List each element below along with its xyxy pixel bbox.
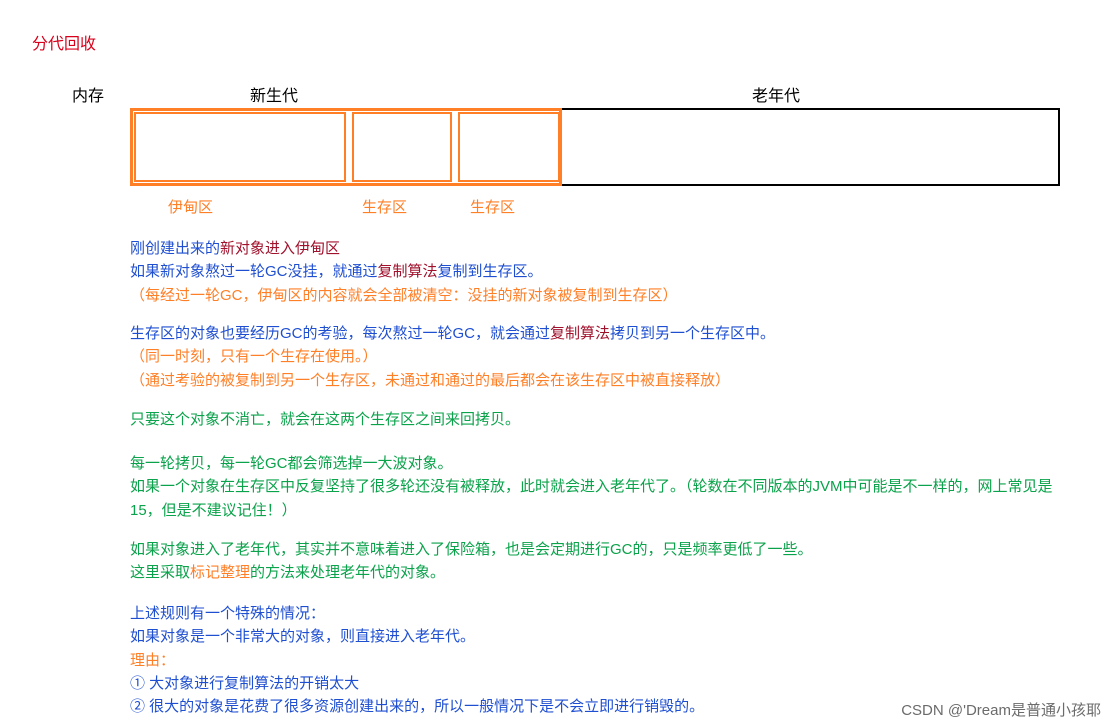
text-line: ① 大对象进行复制算法的开销太大	[130, 672, 1070, 695]
text-segment: 的方法来处理老年代的对象。	[250, 564, 445, 581]
text-line: 这里采取标记整理的方法来处理老年代的对象。	[130, 561, 1070, 584]
text-segment: 复制算法	[378, 263, 438, 280]
paragraph: 刚创建出来的新对象进入伊甸区如果新对象熬过一轮GC没挂，就通过复制算法复制到生存…	[130, 237, 1070, 307]
text-segment: （同一时刻，只有一个生存在使用。）	[130, 348, 378, 365]
survivor1-region-label: 生存区	[362, 196, 407, 217]
text-segment: 新对象进入伊甸区	[220, 240, 340, 257]
text-segment: 如果一个对象在生存区中反复坚持了很多轮还没有被释放，此时就会进入老年代了。（轮数…	[130, 478, 1053, 518]
paragraph: 生存区的对象也要经历GC的考验，每次熬过一轮GC，就会通过复制算法拷贝到另一个生…	[130, 322, 1070, 392]
text-segment: 只要这个对象不消亡，就会在这两个生存区之间来回拷贝。	[130, 411, 520, 428]
text-segment: 这里采取	[130, 564, 190, 581]
text-segment: 上述规则有一个特殊的情况：	[130, 605, 325, 622]
text-segment: 复制到生存区。	[438, 263, 543, 280]
text-line: 上述规则有一个特殊的情况：	[130, 602, 1070, 625]
paragraph: 每一轮拷贝，每一轮GC都会筛选掉一大波对象。如果一个对象在生存区中反复坚持了很多…	[130, 452, 1070, 522]
survivor1-box	[352, 112, 452, 182]
text-segment: ② 很大的对象是花费了很多资源创建出来的，所以一般情况下是不会立即进行销毁的。	[130, 698, 704, 715]
eden-region-label: 伊甸区	[168, 196, 213, 217]
text-segment: 如果新对象熬过一轮GC没挂，就通过	[130, 263, 378, 280]
page-title: 分代回收	[32, 30, 96, 54]
text-line: （同一时刻，只有一个生存在使用。）	[130, 345, 1070, 368]
watermark-text: CSDN @'Dream是普通小孩耶	[901, 699, 1101, 720]
survivor2-region-label: 生存区	[470, 196, 515, 217]
text-segment: 复制算法	[550, 325, 610, 342]
text-segment: （通过考验的被复制到另一个生存区，未通过和通过的最后都会在该生存区中被直接释放）	[130, 372, 730, 389]
paragraph: 如果对象进入了老年代，其实并不意味着进入了保险箱，也是会定期进行GC的，只是频率…	[130, 538, 1070, 585]
text-line: 如果一个对象在生存区中反复坚持了很多轮还没有被释放，此时就会进入老年代了。（轮数…	[130, 475, 1070, 522]
text-segment: ① 大对象进行复制算法的开销太大	[130, 675, 359, 692]
text-segment: 如果对象是一个非常大的对象，则直接进入老年代。	[130, 628, 475, 645]
text-line: 只要这个对象不消亡，就会在这两个生存区之间来回拷贝。	[130, 408, 1070, 431]
text-segment: 拷贝到另一个生存区中。	[610, 325, 775, 342]
text-line: （通过考验的被复制到另一个生存区，未通过和通过的最后都会在该生存区中被直接释放）	[130, 369, 1070, 392]
memory-diagram	[130, 108, 1060, 186]
page-root: 分代回收 内存 新生代 老年代 伊甸区 生存区 生存区 刚创建出来的新对象进入伊…	[0, 0, 1107, 726]
old-gen-label: 老年代	[752, 82, 800, 106]
young-gen-label: 新生代	[250, 82, 298, 106]
text-line: 如果对象进入了老年代，其实并不意味着进入了保险箱，也是会定期进行GC的，只是频率…	[130, 538, 1070, 561]
text-line: （每经过一轮GC，伊甸区的内容就会全部被清空：没挂的新对象被复制到生存区）	[130, 284, 1070, 307]
text-line: 刚创建出来的新对象进入伊甸区	[130, 237, 1070, 260]
text-segment: 生存区的对象也要经历GC的考验，每次熬过一轮GC，就会通过	[130, 325, 550, 342]
survivor2-box	[458, 112, 560, 182]
memory-heading: 内存	[72, 82, 104, 106]
text-segment: 刚创建出来的	[130, 240, 220, 257]
eden-box	[134, 112, 346, 182]
text-line: 理由：	[130, 649, 1070, 672]
paragraph: 只要这个对象不消亡，就会在这两个生存区之间来回拷贝。	[130, 408, 1070, 431]
text-line: 每一轮拷贝，每一轮GC都会筛选掉一大波对象。	[130, 452, 1070, 475]
text-segment: 每一轮拷贝，每一轮GC都会筛选掉一大波对象。	[130, 455, 453, 472]
text-segment: 理由：	[130, 652, 175, 669]
text-segment: 标记整理	[190, 564, 250, 581]
text-line: 如果新对象熬过一轮GC没挂，就通过复制算法复制到生存区。	[130, 260, 1070, 283]
text-segment: 如果对象进入了老年代，其实并不意味着进入了保险箱，也是会定期进行GC的，只是频率…	[130, 541, 813, 558]
text-line: 如果对象是一个非常大的对象，则直接进入老年代。	[130, 625, 1070, 648]
text-segment: （每经过一轮GC，伊甸区的内容就会全部被清空：没挂的新对象被复制到生存区）	[130, 287, 678, 304]
text-line: 生存区的对象也要经历GC的考验，每次熬过一轮GC，就会通过复制算法拷贝到另一个生…	[130, 322, 1070, 345]
